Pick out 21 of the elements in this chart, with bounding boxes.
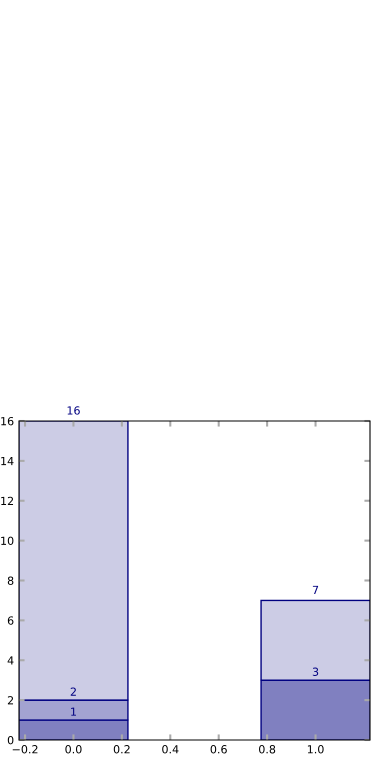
x-tick-label: 0.6 [210, 745, 227, 754]
total-label: 7 [312, 586, 318, 594]
annotation: 2 [70, 687, 76, 696]
y-tick-label: 8 [8, 576, 14, 585]
y-tick-label: 2 [8, 696, 14, 704]
x-tick-label: 0.8 [259, 745, 276, 754]
y-tick-label: 6 [8, 616, 14, 625]
data-label: 1 [71, 708, 76, 716]
y-tick-label: 14 [1, 456, 14, 466]
data-label: 3 [312, 668, 318, 676]
x-tick-label: −0.2 [12, 745, 38, 754]
x-tick-label: 1.0 [308, 745, 324, 754]
x-tick-label: 0.2 [114, 745, 130, 754]
total-label: 16 [68, 406, 80, 415]
x-tick-label: 0.4 [162, 745, 179, 754]
y-tick-label: 0 [8, 736, 14, 744]
x-tick-label: 0.0 [65, 745, 82, 754]
y-tick-label: 10 [1, 536, 14, 546]
y-tick-label: 4 [8, 656, 14, 664]
y-tick-label: 16 [1, 416, 14, 426]
y-tick-label: 12 [1, 496, 14, 505]
